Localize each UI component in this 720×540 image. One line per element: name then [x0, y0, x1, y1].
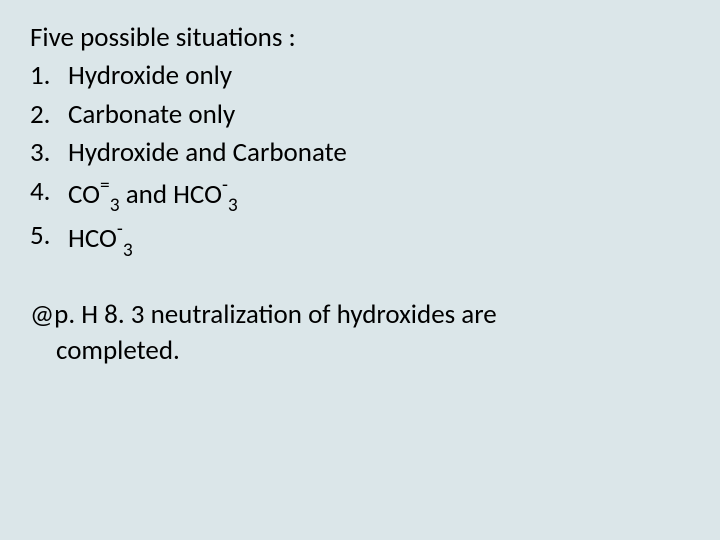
list-item: 3. Hydroxide and Carbonate [30, 135, 690, 171]
chem-superscript: = [100, 173, 110, 197]
chem-prefix: HCO [68, 222, 117, 255]
list-number: 3. [30, 135, 68, 171]
list-item: 1. Hydroxide only [30, 58, 690, 94]
list-item: 2. Carbonate only [30, 97, 690, 133]
chem-subscript: 3 [110, 193, 120, 217]
list-item: 4. CO=3 and HCO-3 [30, 174, 690, 217]
list-number: 2. [30, 97, 68, 133]
slide-content: Five possible situations : 1. Hydroxide … [30, 20, 690, 370]
chem-subscript: 3 [228, 193, 238, 217]
footer-line-1: @p. H 8. 3 neutralization of hydroxides … [30, 297, 690, 333]
list-item: 5. HCO-3 [30, 218, 690, 261]
list-number: 4. [30, 174, 68, 217]
list-text: Carbonate only [68, 97, 690, 133]
list-number: 5. [30, 218, 68, 261]
list-text: Hydroxide only [68, 58, 690, 94]
heading: Five possible situations : [30, 20, 690, 56]
list-text: Hydroxide and Carbonate [68, 135, 690, 171]
chem-mid: and HCO [120, 178, 222, 211]
list-text-chem: CO=3 and HCO-3 [68, 174, 690, 217]
chem-superscript: - [117, 217, 123, 241]
list-number: 1. [30, 58, 68, 94]
footer-line-2: completed. [30, 333, 690, 369]
chem-prefix: CO [68, 178, 100, 211]
list-text-chem: HCO-3 [68, 218, 690, 261]
footer-text: @p. H 8. 3 neutralization of hydroxides … [30, 297, 690, 370]
chem-subscript: 3 [123, 238, 133, 262]
